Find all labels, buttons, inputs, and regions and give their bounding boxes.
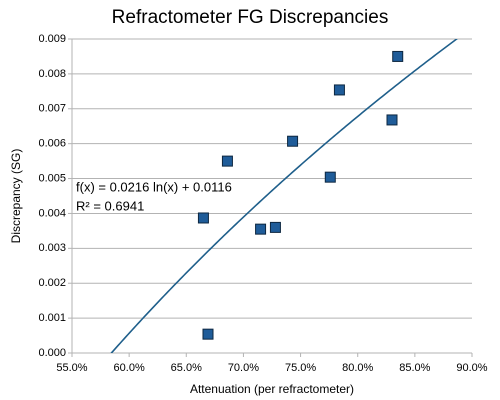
y-tick-label: 0.008 <box>38 68 66 80</box>
point <box>269 221 281 233</box>
trend-r2: R² = 0.6941 <box>76 198 144 213</box>
x-tick-label: 75.0% <box>285 362 316 374</box>
y-tick-label: 0.006 <box>38 138 66 150</box>
chart-title: Refractometer FG Discrepancies <box>112 7 389 28</box>
point <box>333 84 345 96</box>
point <box>221 155 233 167</box>
point <box>287 135 299 147</box>
x-tick-label: 65.0% <box>171 362 202 374</box>
y-tick-label: 0.004 <box>38 207 66 219</box>
x-tick-label: 60.0% <box>114 362 145 374</box>
y-tick-label: 0.005 <box>38 172 66 184</box>
point <box>255 223 267 235</box>
y-tick-label: 0.009 <box>38 33 66 45</box>
grid: 0.000 0.001 0.002 0.003 0.004 0.005 0.006 0.007… <box>38 33 487 374</box>
point <box>202 328 214 340</box>
x-tick-label: 85.0% <box>399 362 430 374</box>
y-tick-label: 0.007 <box>38 103 66 115</box>
y-tick-label: 0.002 <box>38 277 66 289</box>
x-tick-label: 80.0% <box>342 362 373 374</box>
point <box>324 171 336 183</box>
y-tick-label: 0.000 <box>38 347 66 359</box>
point <box>386 114 398 126</box>
trendline <box>110 39 459 353</box>
points <box>197 50 404 340</box>
x-tick-label: 70.0% <box>228 362 259 374</box>
x-tick-label: 90.0% <box>456 362 487 374</box>
trend-equation: f(x) = 0.0216 ln(x) + 0.0116 <box>76 179 232 194</box>
x-axis-label: Attenuation (per refractometer) <box>190 382 354 396</box>
point <box>197 212 209 224</box>
point <box>392 50 404 62</box>
x-tick-label: 55.0% <box>56 362 87 374</box>
y-tick-label: 0.003 <box>38 242 66 254</box>
y-tick-label: 0.001 <box>38 312 66 324</box>
trendline-group <box>110 39 459 353</box>
y-axis-label: Discrepancy (SG) <box>9 149 23 244</box>
